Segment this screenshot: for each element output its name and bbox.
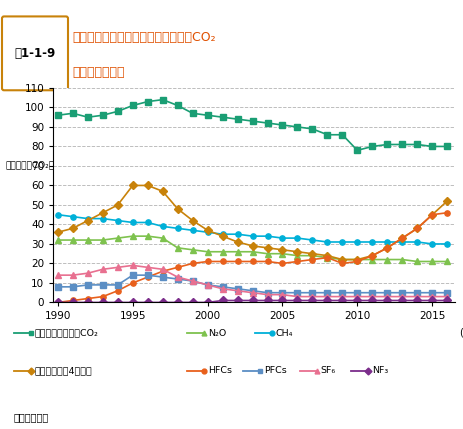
Text: 非エネルギー起源CO₂: 非エネルギー起源CO₂ — [34, 329, 98, 338]
Text: NF₃: NF₃ — [371, 366, 388, 375]
Text: SF₆: SF₆ — [319, 366, 335, 375]
Text: （百万トンCO₂換算）: （百万トンCO₂換算） — [5, 161, 65, 169]
Text: HFCs: HFCs — [207, 366, 231, 375]
Text: 図1-1-9: 図1-1-9 — [14, 47, 56, 60]
Text: N₂O: N₂O — [207, 329, 225, 338]
FancyBboxPatch shape — [2, 16, 68, 90]
Text: 資料：環境省: 資料：環境省 — [14, 413, 49, 423]
Text: 代替フロン箉4ガス計: 代替フロン箉4ガス計 — [34, 366, 92, 375]
Text: (年度): (年度) — [458, 327, 463, 338]
Text: 以外）の排出量: 以外）の排出量 — [72, 66, 124, 79]
Text: CH₄: CH₄ — [275, 329, 292, 338]
Text: 各種温室効果ガス（エネルギー起源CO₂: 各種温室効果ガス（エネルギー起源CO₂ — [72, 31, 215, 45]
Text: PFCs: PFCs — [263, 366, 286, 375]
